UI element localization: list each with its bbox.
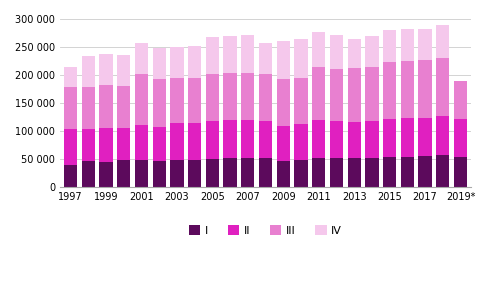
Bar [295, 39, 308, 78]
Bar [241, 158, 254, 187]
Bar [64, 129, 77, 165]
Bar [99, 54, 113, 85]
Bar [223, 36, 237, 73]
Bar [223, 120, 237, 159]
Bar [312, 159, 326, 187]
Bar [223, 73, 237, 120]
Bar [348, 122, 361, 159]
Bar [99, 128, 113, 162]
Bar [241, 120, 254, 158]
Bar [312, 120, 326, 159]
Bar [365, 36, 379, 67]
Bar [330, 35, 343, 69]
Bar [170, 78, 184, 123]
Bar [365, 67, 379, 121]
Bar [241, 35, 254, 73]
Bar [223, 159, 237, 187]
Bar [64, 67, 77, 87]
Bar [348, 159, 361, 187]
Bar [383, 157, 396, 187]
Bar [206, 159, 219, 187]
Bar [418, 156, 432, 187]
Bar [117, 86, 131, 128]
Bar [135, 74, 148, 125]
Bar [206, 37, 219, 74]
Bar [259, 74, 272, 121]
Bar [383, 119, 396, 157]
Bar [312, 32, 326, 67]
Bar [206, 121, 219, 159]
Bar [418, 60, 432, 117]
Bar [259, 121, 272, 159]
Bar [241, 73, 254, 120]
Bar [170, 47, 184, 78]
Bar [188, 123, 201, 159]
Bar [348, 39, 361, 68]
Bar [153, 47, 166, 79]
Bar [153, 79, 166, 127]
Bar [206, 74, 219, 121]
Bar [153, 127, 166, 161]
Bar [153, 161, 166, 187]
Bar [295, 124, 308, 160]
Bar [330, 121, 343, 159]
Bar [276, 161, 290, 187]
Bar [170, 160, 184, 187]
Bar [295, 78, 308, 124]
Bar [117, 55, 131, 86]
Bar [401, 157, 414, 187]
Bar [436, 25, 449, 58]
Bar [454, 157, 467, 187]
Bar [117, 128, 131, 159]
Bar [259, 43, 272, 74]
Bar [312, 67, 326, 120]
Bar [418, 117, 432, 156]
Bar [436, 117, 449, 155]
Bar [276, 79, 290, 126]
Bar [454, 81, 467, 119]
Bar [82, 161, 95, 187]
Bar [135, 43, 148, 74]
Bar [64, 87, 77, 129]
Bar [348, 68, 361, 122]
Bar [188, 78, 201, 123]
Bar [135, 125, 148, 160]
Bar [418, 28, 432, 60]
Bar [454, 119, 467, 157]
Bar [188, 47, 201, 78]
Bar [82, 56, 95, 87]
Bar [436, 58, 449, 117]
Bar [365, 159, 379, 187]
Bar [82, 87, 95, 129]
Bar [117, 159, 131, 187]
Bar [330, 159, 343, 187]
Bar [436, 155, 449, 187]
Bar [99, 85, 113, 128]
Bar [99, 162, 113, 187]
Bar [259, 159, 272, 187]
Bar [82, 129, 95, 161]
Bar [401, 61, 414, 118]
Bar [401, 29, 414, 61]
Legend: I, II, III, IV: I, II, III, IV [185, 221, 346, 240]
Bar [276, 41, 290, 79]
Bar [135, 160, 148, 187]
Bar [295, 160, 308, 187]
Bar [170, 123, 184, 160]
Bar [401, 118, 414, 157]
Bar [64, 165, 77, 187]
Bar [276, 126, 290, 161]
Bar [365, 121, 379, 159]
Bar [383, 30, 396, 62]
Bar [188, 159, 201, 187]
Bar [330, 69, 343, 121]
Bar [383, 62, 396, 119]
